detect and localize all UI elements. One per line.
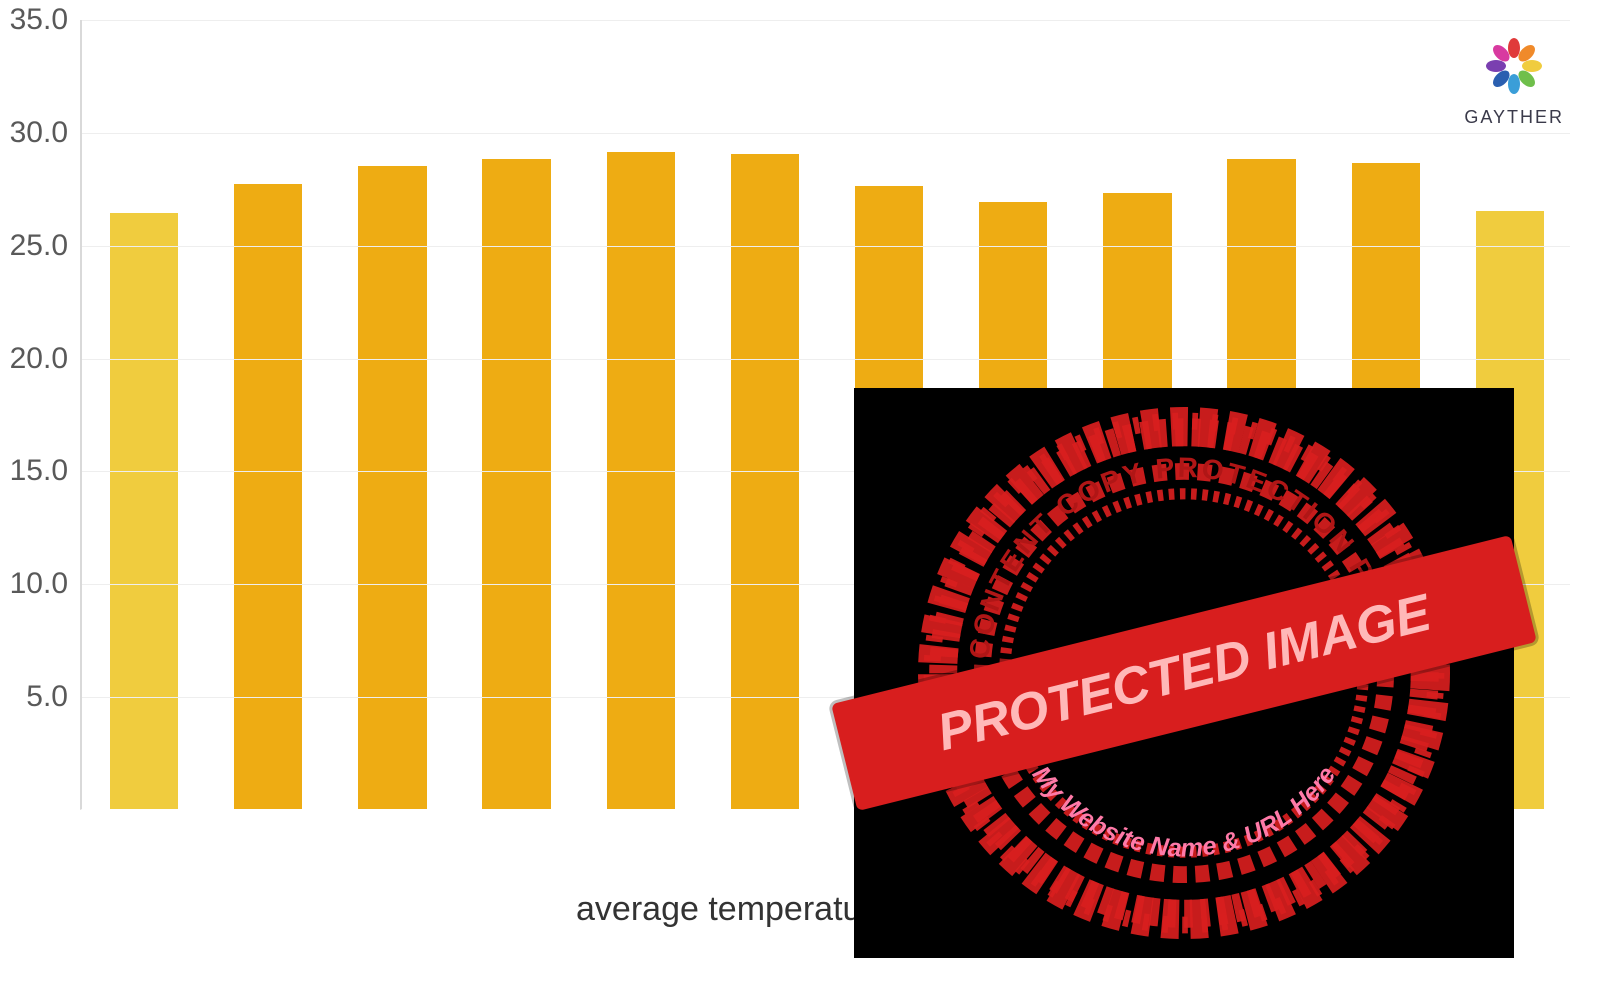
gridline (82, 20, 1570, 21)
ytick-label: 20.0 (10, 342, 82, 376)
bar (110, 213, 178, 809)
gridline (82, 133, 1570, 134)
bar (234, 184, 302, 809)
bar (358, 166, 426, 809)
brand-logo: GAYTHER (1464, 34, 1564, 128)
brand-logo-text: GAYTHER (1464, 107, 1564, 128)
bar (607, 152, 675, 809)
flower-icon (1482, 34, 1546, 98)
gridline (82, 359, 1570, 360)
ytick-label: 10.0 (10, 567, 82, 601)
ytick-label: 30.0 (10, 116, 82, 150)
ytick-label: 15.0 (10, 454, 82, 488)
ytick-label: 25.0 (10, 229, 82, 263)
ytick-label: 35.0 (10, 3, 82, 37)
gridline (82, 246, 1570, 247)
ytick-label: 5.0 (26, 680, 82, 714)
bar (482, 159, 550, 809)
bar (731, 154, 799, 809)
protection-overlay: CONTENT COPY PROTECTION PLUGIMy Website … (854, 388, 1514, 958)
chart-container: 5.010.015.020.025.030.035.0 average temp… (0, 0, 1600, 1000)
